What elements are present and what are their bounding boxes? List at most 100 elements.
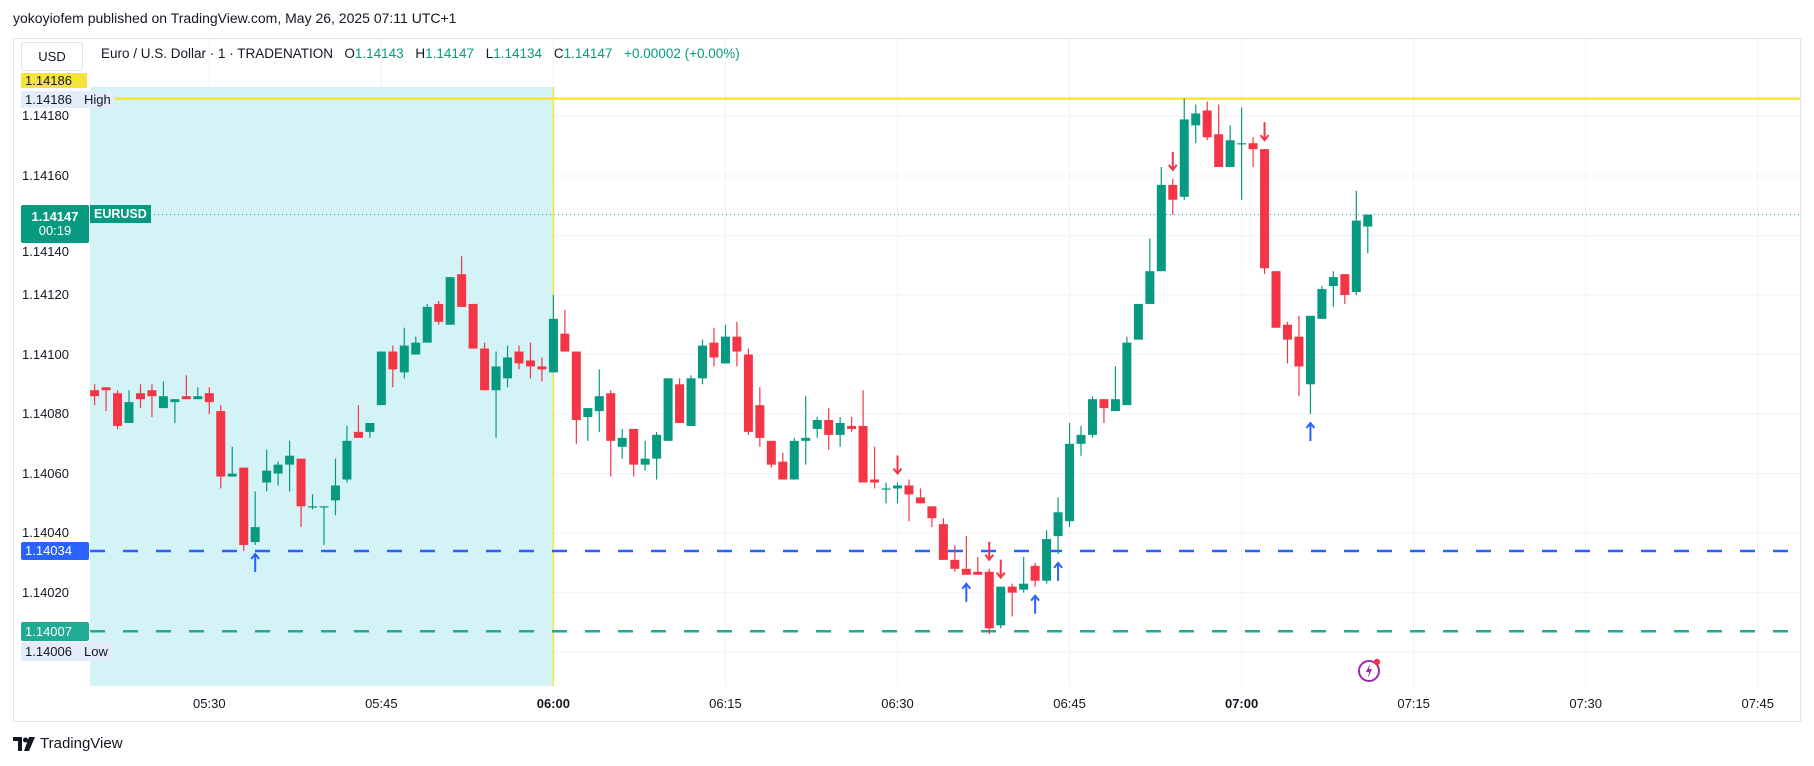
lightning-icon[interactable] [1357,657,1383,683]
time-tick-label: 06:30 [881,696,914,711]
candle-body [262,470,272,483]
candle-body [904,485,914,495]
time-tick-label: 06:00 [536,696,571,711]
candle-body [170,399,180,403]
candle-body [101,387,111,391]
high-line-price-tag: 1.14186 [21,73,87,88]
candle-body [766,440,776,465]
candle-body [938,524,948,560]
price-tick-label: 1.14080 [22,406,69,422]
current-price-tag: 1.14147 00:19 [21,205,89,243]
arrow-up-icon [250,552,260,572]
time-tick-label: 07:00 [1224,696,1259,711]
candle-body [319,506,329,508]
candle-body [250,527,260,543]
price-tick-label: 1.14140 [22,244,69,259]
candle-body [1294,336,1304,367]
candle-body [663,378,673,441]
signal-markers [250,122,1316,614]
time-tick-label: 07:30 [1569,696,1602,711]
candle-body [1351,220,1361,293]
candle-body [1363,214,1373,227]
price-tick-label: 1.14060 [22,465,69,481]
legend-title[interactable]: Euro / U.S. Dollar · 1 · TRADENATION [101,46,334,61]
candle-body [1133,303,1143,340]
candle-body [124,402,134,423]
candle-body [1260,149,1270,269]
candle-body [1087,399,1097,435]
candle-body [973,571,983,575]
candle-body [652,434,662,459]
candle-body [457,274,467,307]
arrow-up-icon [1305,421,1316,442]
legend-open-value: 1.14143 [354,46,404,61]
candle-body [824,419,834,435]
time-tick-label: 06:15 [709,696,742,711]
legend-open-label: O [344,46,355,61]
candle-body [1191,113,1201,126]
candle-body [1122,342,1132,406]
tradingview-logo[interactable]: TradingView [13,735,123,752]
candle-body [1202,110,1212,138]
candle-body [468,303,478,349]
session-range-box [90,87,554,686]
session-high-tag: 1.14186 High [21,91,115,108]
symbol-tag: EURUSD [90,205,151,223]
candle-body [445,277,455,325]
candle-body [388,351,398,370]
arrow-down-icon [1167,151,1178,172]
candle-body [617,437,627,447]
candle-body [296,458,306,507]
candle-body [732,336,742,352]
candle-body [720,336,730,364]
candle-body [548,318,558,373]
session-high-value: 1.14186 [25,91,72,107]
candle-body [1282,324,1292,340]
candle-body [193,396,203,400]
tradingview-logo-icon [13,736,35,751]
candle-body [847,425,857,429]
candle-body [640,458,650,465]
currency-button[interactable]: USD [21,42,83,71]
session-range [90,87,555,686]
candle-body [961,568,971,575]
symbol-legend: Euro / U.S. Dollar · 1 · TRADENATION O1.… [101,46,740,61]
candle-body [1237,143,1247,145]
candle-body [594,396,604,412]
candle-body [399,345,409,373]
candle-body [376,351,386,406]
candle-body [273,464,283,474]
green-line-price-tag: 1.14007 [21,622,89,641]
candle-body [812,419,822,429]
candle-body [480,348,490,391]
arrow-up-icon [961,582,972,602]
time-tick-label: 07:45 [1741,696,1775,711]
candle-body [1225,140,1235,168]
candle-body [1076,434,1086,444]
candle-body [1248,143,1258,150]
candle-body [1156,184,1166,272]
price-tick-label: 1.14180 [22,108,69,124]
candle-body [1030,565,1040,581]
candle-body [778,461,788,480]
session-low-label: Low [84,643,108,659]
candle-body [1168,184,1178,200]
arrow-down-icon [892,455,903,476]
candle-body [789,440,799,480]
candle-body [342,440,352,480]
legend-close-value: 1.14147 [563,46,613,61]
candle-body [308,506,318,508]
publish-info: yokoyiofem published on TradingView.com,… [13,10,457,26]
price-tick-label: 1.14160 [22,167,69,183]
candle-body [915,497,925,504]
candle-body [583,408,593,418]
candle-body [365,422,375,432]
session-low-tag: 1.14006 Low [21,642,112,661]
bar-countdown: 00:19 [38,223,72,238]
horizontal-lines [90,97,1800,633]
candle-body [984,571,994,629]
price-tick-label: 1.14100 [22,346,69,362]
candle-body [204,393,214,403]
tradingview-brand: TradingView [40,735,123,752]
